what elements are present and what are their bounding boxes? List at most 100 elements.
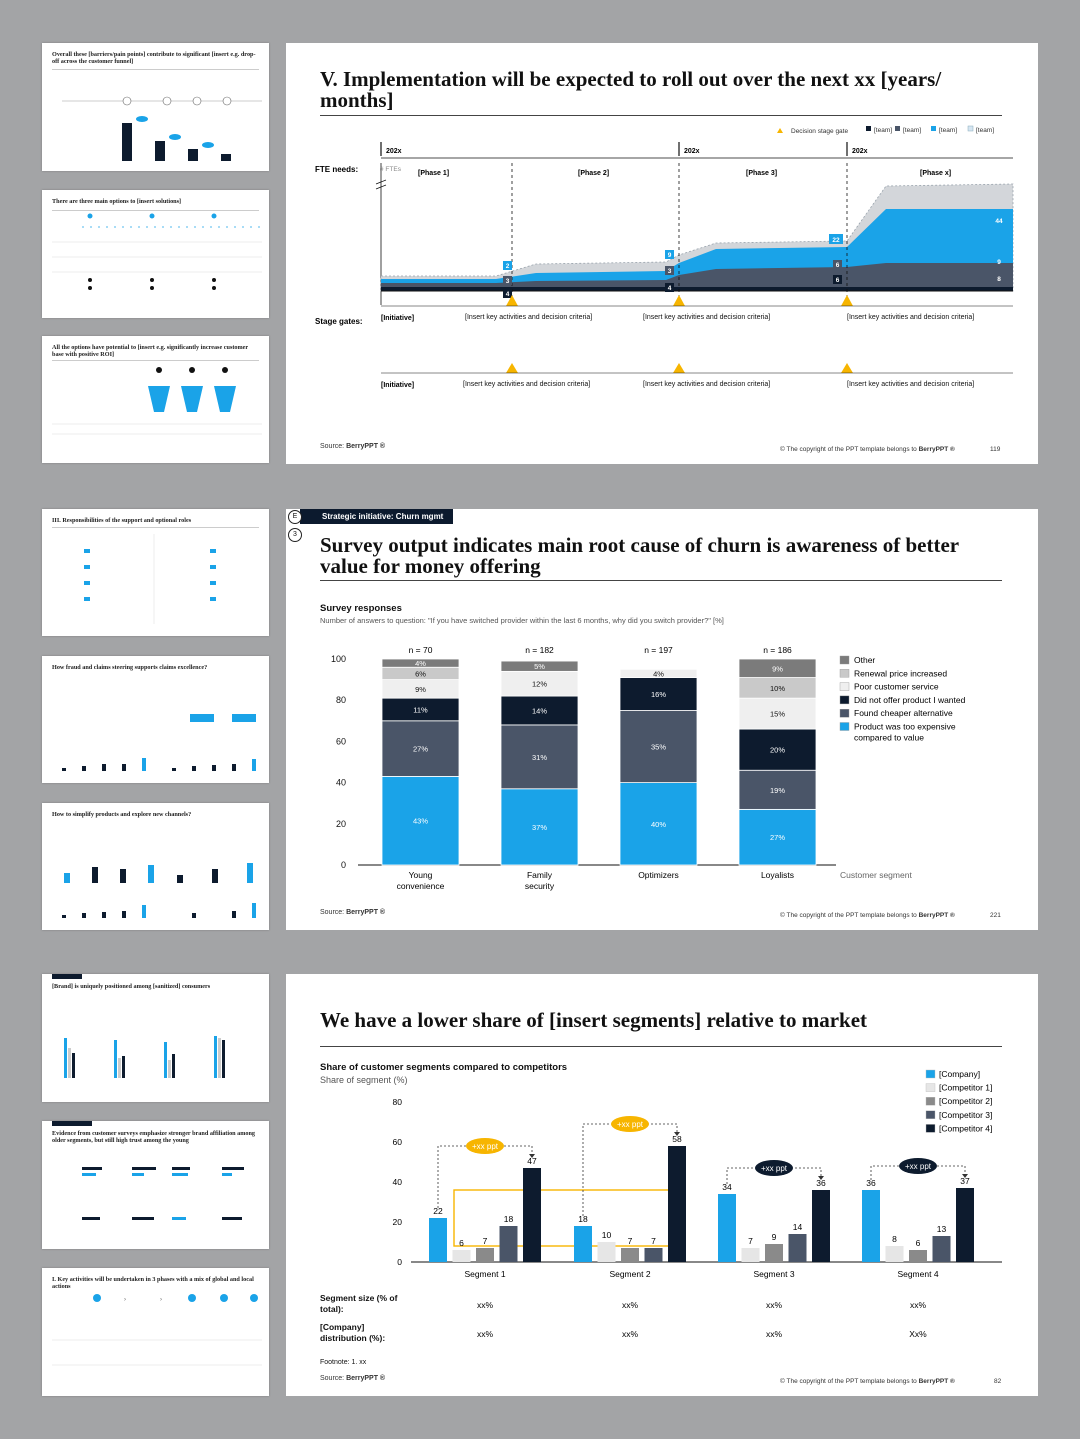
data-label: 14	[793, 1222, 803, 1232]
bar-segment	[738, 697, 817, 730]
stage-criteria: [Insert key activities and decision crit…	[847, 381, 975, 388]
slide-segment-share: We have a lower share of [insert segment…	[286, 974, 1038, 1396]
data-label: 7	[628, 1236, 633, 1246]
category-label: Segment 3	[753, 1269, 794, 1279]
chart-title: Share of customer segments compared to c…	[320, 1062, 568, 1073]
segment-size-value: xx%	[766, 1300, 783, 1310]
y-tick-label: 100	[331, 654, 346, 664]
data-label: 9	[772, 1232, 777, 1242]
bar-segment	[619, 710, 698, 783]
legend-swatch	[925, 1069, 936, 1079]
n-label: n = 186	[763, 645, 792, 655]
bar	[862, 1190, 880, 1262]
x-axis-title: Customer segment	[840, 870, 912, 880]
slide-churn-survey: Strategic initiative: Churn mgmt E 3 Sur…	[286, 509, 1038, 930]
page-number: 221	[990, 912, 1001, 919]
chart-title: Survey responses	[320, 603, 402, 614]
svg-text:22: 22	[832, 237, 840, 244]
callout-line	[726, 1167, 822, 1184]
callout-bubble	[755, 1160, 793, 1176]
page-number: 119	[990, 446, 1001, 453]
bar	[885, 1246, 904, 1262]
thumbnail-charts	[62, 714, 256, 771]
bar	[932, 1236, 951, 1262]
svg-text:6: 6	[836, 277, 840, 284]
thumbnail-3[interactable]: All the options have potential to [inser…	[42, 336, 269, 463]
category-label: Segment 2	[609, 1269, 650, 1279]
svg-text:[Initiative]: [Initiative]	[381, 382, 414, 389]
bar-segment	[738, 658, 817, 678]
callout-arrow-icon	[962, 1174, 968, 1178]
page-number: 82	[994, 1378, 1002, 1385]
data-label: 10%	[770, 684, 785, 693]
step-badge: 3	[288, 528, 302, 542]
legend-label: Other	[854, 655, 875, 665]
data-label: 27%	[770, 833, 785, 842]
stage-criteria: [Insert key activities and decision crit…	[465, 314, 593, 321]
thumbnail-5[interactable]: How fraud and claims steering supports c…	[42, 656, 269, 783]
axis-break-icon	[375, 179, 387, 190]
bar	[621, 1248, 639, 1262]
bar-segment	[381, 720, 460, 777]
svg-text:3: 3	[668, 268, 672, 275]
svg-text:6: 6	[836, 262, 840, 269]
bar	[909, 1250, 927, 1262]
data-label: 27%	[413, 745, 428, 754]
callout-arrow-icon	[674, 1132, 680, 1136]
y-tick-label: 40	[336, 778, 346, 788]
thumbnail-charts	[62, 863, 256, 918]
bar-segment	[619, 668, 698, 678]
thumbnail-title: There are three main options to [insert …	[52, 198, 182, 205]
bar	[523, 1168, 541, 1262]
copyright: © The copyright of the PPT template belo…	[780, 446, 955, 453]
legend-label: Renewal price increased	[854, 668, 947, 678]
legend-label: Found cheaper alternative	[854, 708, 953, 718]
callout-label: +xx ppt	[617, 1120, 644, 1129]
thumbnail-1[interactable]: Overall these [barriers/pain points] con…	[42, 43, 269, 171]
callout-bubble	[611, 1116, 649, 1132]
bar	[812, 1190, 830, 1262]
thumbnail-7[interactable]: [Brand] is uniquely positioned among [sa…	[42, 974, 269, 1102]
legend-label: compared to value	[854, 733, 924, 743]
y-tick-label: 20	[393, 1217, 403, 1227]
thumbnail-tag	[52, 1121, 92, 1126]
legend-swatch	[925, 1110, 936, 1120]
svg-text:›: ›	[160, 1297, 162, 1303]
thumbnail-4[interactable]: III. Responsibilities of the support and…	[42, 509, 269, 636]
bar	[574, 1226, 592, 1262]
decision-gate-icon	[841, 295, 853, 306]
thumbnail-8[interactable]: Evidence from customer surveys emphasize…	[42, 1121, 269, 1249]
data-label: 37%	[532, 823, 547, 832]
legend-swatch	[925, 1083, 936, 1092]
bar	[452, 1250, 471, 1262]
svg-text:44: 44	[995, 218, 1003, 225]
thumbnail-title: I. Key activities will be undertaken in …	[52, 1276, 254, 1290]
data-label: 36	[816, 1178, 826, 1188]
callout-bubble	[899, 1158, 937, 1174]
thumbnail-6[interactable]: How to simplify products and explore new…	[42, 803, 269, 930]
legend-label: [Competitor 1]	[939, 1083, 992, 1093]
bar	[644, 1248, 663, 1262]
stage-criteria: [Insert key activities and decision crit…	[643, 314, 771, 321]
callout-arrow-icon	[818, 1176, 824, 1180]
callout-line	[582, 1123, 678, 1216]
data-label: 7	[651, 1236, 656, 1246]
y-tick-label: 0	[341, 860, 346, 870]
data-label: 10	[602, 1230, 612, 1240]
thumbnail-9[interactable]: I. Key activities will be undertaken in …	[42, 1268, 269, 1396]
svg-text:›: ›	[124, 1297, 126, 1303]
thumbnail-2[interactable]: There are three main options to [insert …	[42, 190, 269, 318]
y-tick-label: 80	[336, 695, 346, 705]
data-label: 22	[433, 1206, 443, 1216]
legend-gate-label: Decision stage gate	[791, 128, 848, 135]
data-label: 40%	[651, 820, 666, 829]
data-label: 15%	[770, 710, 785, 719]
bar	[765, 1244, 783, 1262]
decision-gate-icon	[673, 295, 685, 306]
copyright: © The copyright of the PPT template belo…	[780, 912, 955, 919]
company-distribution-value: xx%	[622, 1329, 639, 1339]
grouped-bar-chart: 0 20 40 60 80 22 6 7 18 47 Segment 1 +xx ppt xx% xx% 1…	[393, 1069, 1002, 1339]
bar-segment	[500, 660, 579, 672]
segment-size-value: xx%	[477, 1300, 494, 1310]
category-label: convenience	[397, 881, 445, 891]
